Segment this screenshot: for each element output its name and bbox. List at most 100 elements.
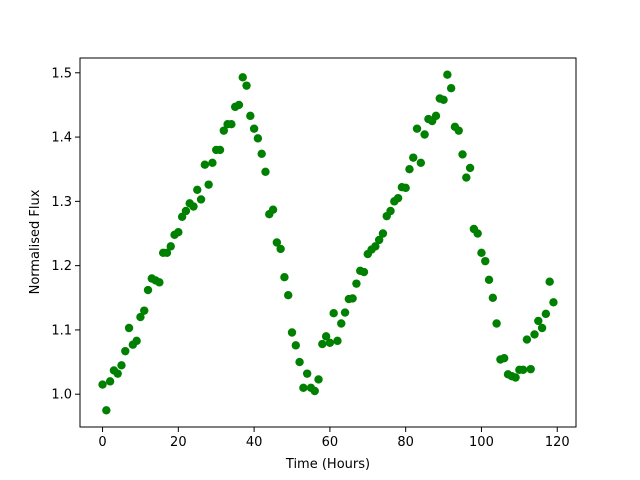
y-axis-label: Normalised Flux: [28, 189, 43, 294]
y-tick-label: 1.2: [51, 259, 72, 274]
point: [549, 298, 558, 307]
point: [318, 339, 327, 349]
point: [98, 380, 107, 389]
point: [189, 202, 198, 211]
point: [200, 160, 210, 169]
point: [242, 81, 251, 90]
x-tick-label: 0: [98, 435, 106, 450]
point: [102, 406, 111, 415]
point: [272, 238, 282, 247]
point: [113, 369, 122, 378]
point: [340, 308, 350, 317]
point: [371, 242, 380, 251]
point: [314, 375, 323, 384]
x-tick-label: 120: [545, 435, 570, 450]
point: [234, 100, 244, 110]
point: [337, 319, 346, 328]
point: [280, 273, 289, 282]
x-tick-label: 80: [397, 435, 414, 450]
point: [473, 229, 482, 238]
point: [208, 158, 217, 167]
point: [374, 235, 384, 245]
point: [477, 248, 486, 257]
point: [416, 158, 426, 167]
point: [196, 195, 206, 204]
point: [162, 248, 172, 257]
x-tick-label: 100: [469, 435, 494, 450]
point: [481, 256, 490, 266]
point: [140, 306, 149, 315]
point: [484, 275, 494, 284]
point: [302, 369, 312, 378]
point: [537, 323, 547, 333]
point: [321, 332, 331, 341]
x-tick-label: 60: [322, 435, 339, 450]
y-tick-label: 1.4: [51, 131, 72, 146]
point: [409, 153, 418, 162]
point: [454, 126, 463, 135]
point: [261, 167, 270, 176]
point: [155, 278, 164, 287]
point: [518, 365, 528, 374]
point: [412, 124, 422, 133]
point: [136, 312, 145, 322]
y-tick-label: 1.1: [51, 323, 72, 338]
point: [352, 279, 361, 288]
point: [386, 206, 395, 216]
point: [310, 386, 319, 396]
y-tick-label: 1.5: [51, 66, 72, 81]
x-axis-label: Time (Hours): [285, 457, 370, 472]
point: [117, 361, 126, 370]
point: [143, 285, 153, 295]
point: [462, 173, 471, 182]
point: [333, 336, 342, 346]
point: [439, 95, 448, 104]
plot-frame: [79, 57, 577, 428]
point: [545, 277, 554, 286]
point: [522, 335, 532, 344]
point: [446, 84, 456, 93]
point: [348, 294, 357, 303]
point: [193, 185, 202, 194]
point: [458, 150, 467, 159]
x-tick-label: 20: [170, 435, 187, 450]
point: [249, 124, 259, 133]
point: [534, 316, 543, 326]
point: [287, 328, 297, 337]
point: [329, 309, 338, 318]
point: [227, 120, 236, 129]
point: [105, 377, 115, 386]
point: [401, 183, 410, 193]
point: [121, 346, 130, 356]
y-tick-label: 1.0: [51, 388, 72, 403]
point: [431, 111, 441, 121]
point: [284, 291, 293, 300]
point: [443, 70, 452, 79]
point: [238, 73, 247, 82]
point: [181, 206, 191, 216]
point: [492, 319, 501, 328]
point: [257, 149, 266, 158]
point: [325, 338, 335, 347]
point: [359, 267, 369, 277]
point: [215, 145, 225, 155]
point: [246, 111, 255, 121]
point: [268, 205, 278, 214]
point: [511, 373, 520, 382]
point: [253, 134, 263, 143]
point: [291, 341, 300, 350]
point: [174, 228, 183, 237]
point: [378, 229, 388, 238]
point: [166, 242, 175, 251]
y-tick-label: 1.3: [51, 195, 72, 210]
point: [530, 330, 539, 339]
point: [295, 357, 304, 367]
point: [276, 244, 285, 254]
point: [204, 180, 213, 189]
point: [420, 130, 429, 139]
point: [124, 323, 134, 333]
x-tick-label: 40: [246, 435, 263, 450]
point: [405, 165, 414, 174]
